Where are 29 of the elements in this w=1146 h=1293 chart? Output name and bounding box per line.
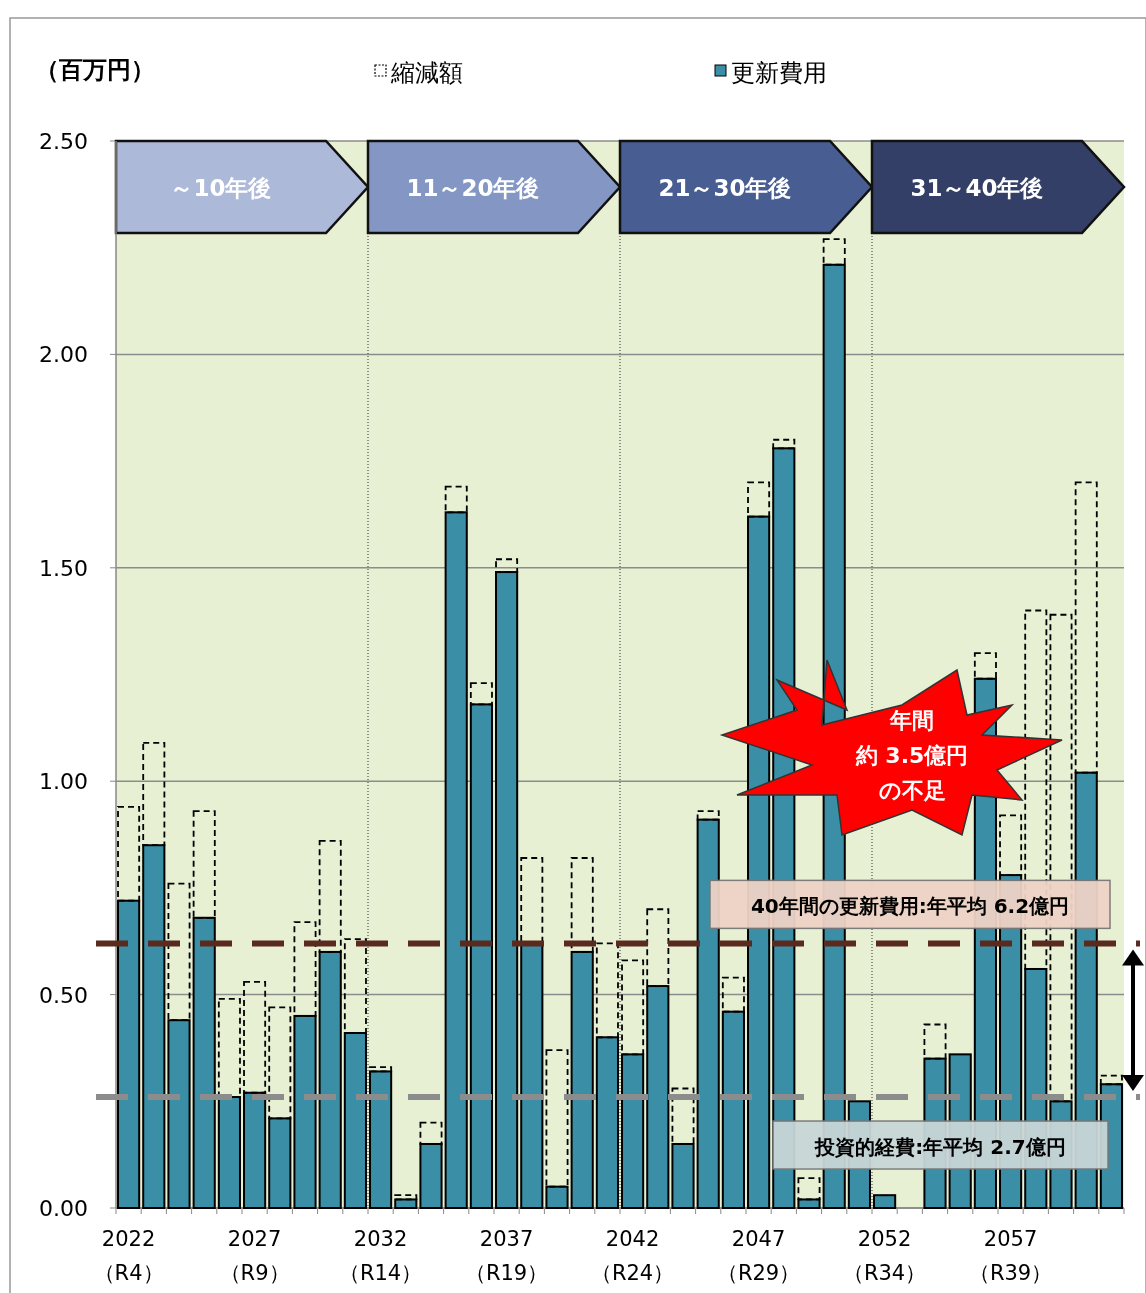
legend-label: 縮減額 <box>390 59 463 87</box>
bar <box>873 1194 897 1209</box>
x-tick-label: 2042 （R24） <box>590 1227 675 1285</box>
ref-line-label: 40年間の更新費用:年平均 6.2億円 <box>750 894 1070 919</box>
y-axis-title: （百万円） <box>35 56 155 84</box>
y-tick-label: 2.50 <box>39 129 88 154</box>
x-tick-label: 2057 （R39） <box>968 1227 1053 1285</box>
y-tick-label: 1.50 <box>39 555 88 581</box>
ref-line-label: 投資的経費:年平均 2.7億円 <box>814 1135 1066 1160</box>
annotation: 31～40年後 <box>910 175 1044 201</box>
annotation: ～10年後 <box>170 175 272 201</box>
annotation: 年間 <box>889 708 934 733</box>
x-tick-label: 2032 （R14） <box>338 1227 423 1285</box>
x-tick-label: 2047 （R29） <box>716 1227 801 1285</box>
bar <box>369 1070 393 1209</box>
x-tick-label: 2027 （R9） <box>219 1227 290 1285</box>
x-tick-label: 2022 （R4） <box>93 1227 164 1285</box>
y-tick-label: 1.00 <box>39 769 88 795</box>
x-tick-label: 2037 （R19） <box>464 1227 549 1285</box>
x-tick-label: 2052 （R34） <box>842 1227 927 1285</box>
annotation: 11～20年後 <box>406 175 540 201</box>
y-tick-label: 0.50 <box>39 982 88 1008</box>
bar <box>394 1198 418 1209</box>
y-tick-label: 2.00 <box>39 342 88 368</box>
y-tick-label: 0.00 <box>39 1196 88 1221</box>
annotation: 21～30年後 <box>658 175 792 201</box>
annotation: の不足 <box>878 778 946 803</box>
annotation: 約 3.5億円 <box>854 743 969 768</box>
legend-label: 更新費用 <box>731 59 827 87</box>
